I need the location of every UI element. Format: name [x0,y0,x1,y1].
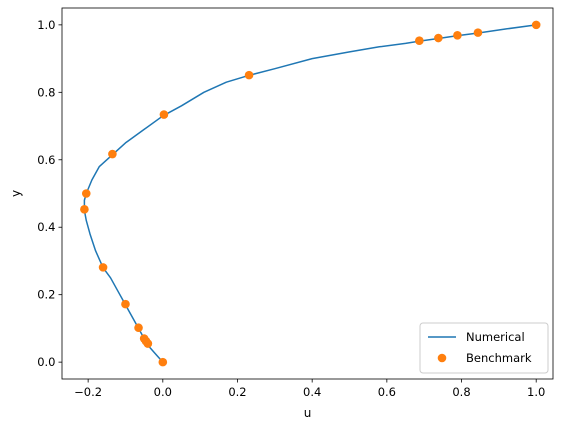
data-point-benchmark [158,357,168,367]
legend-label: Benchmark [466,351,532,365]
axes-frame [61,7,554,380]
x-tick-label: 0.6 [378,385,396,399]
data-point-benchmark [531,20,541,30]
data-point-benchmark [80,205,89,214]
data-point-benchmark [473,28,483,37]
x-tick-label: 0.8 [452,385,470,399]
data-point-benchmark [415,36,424,46]
y-tick-label: 1.0 [37,18,55,32]
x-tick-label: 0.2 [228,385,246,399]
x-tick-label: 0.4 [303,385,321,399]
data-point-benchmark [98,263,108,272]
data-point-benchmark [434,33,443,43]
y-tick-label: 0.6 [37,153,55,167]
x-tick-label: 1.0 [527,385,545,399]
legend-swatch-benchmark [437,353,447,363]
legend-label: Numerical [466,330,525,344]
data-point-benchmark [139,334,149,343]
data-point-benchmark [159,110,169,119]
data-point-benchmark [121,299,130,309]
x-tick-label: 0.0 [154,385,172,399]
x-tick-label: −0.2 [74,385,102,399]
y-tick-label: 0.8 [37,85,55,99]
data-point-benchmark [108,149,117,159]
legend-box [419,322,549,374]
axes: −0.2 0.0 0.2 0.4 0.6 0.8 1.0 0.0 0.2 0.4 0.6 0.8 1.0… [9,7,554,420]
y-tick-label: 0.4 [37,220,55,234]
plot-area [80,20,541,367]
data-point-benchmark [81,189,91,198]
data-point-benchmark [453,31,462,40]
y-axis-label: y [9,190,23,197]
data-point-benchmark [244,70,254,80]
legend: Numerical Benchmark [419,322,549,374]
x-axis-label: u [304,406,312,420]
series-line-numerical [83,24,537,363]
y-tick-label: 0.2 [37,288,55,302]
y-tick-label: 0.0 [37,355,55,369]
data-point-benchmark [134,323,143,333]
